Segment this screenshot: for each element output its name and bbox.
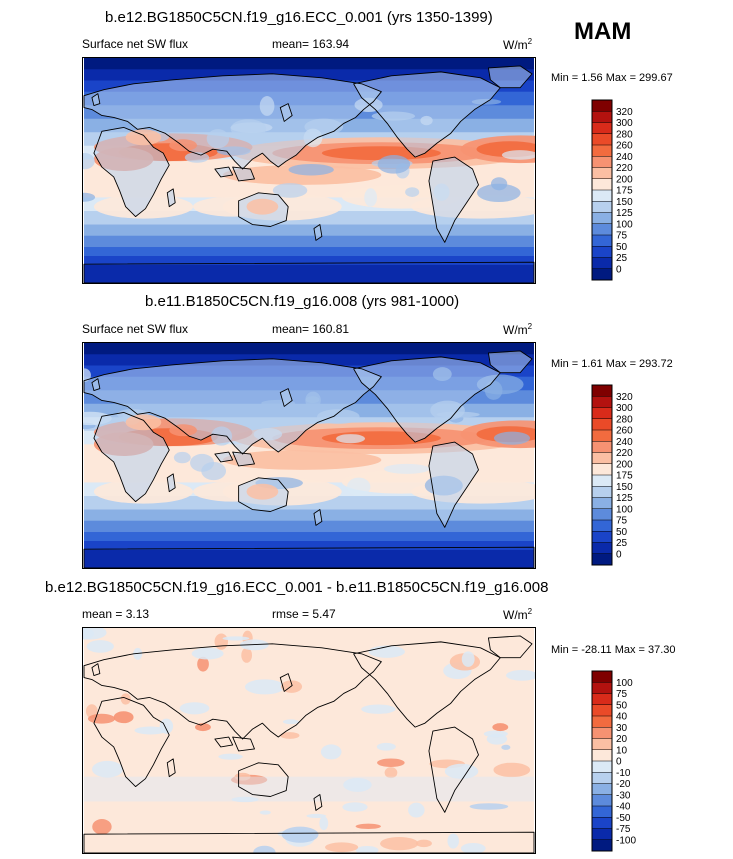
colorbar-tick-label: 280 bbox=[616, 129, 633, 140]
colorbar-tick-label: 20 bbox=[616, 734, 628, 745]
panel-2-variable: Surface net SW flux bbox=[82, 322, 189, 336]
colorbar-tick-label: 100 bbox=[616, 678, 633, 689]
colorbar-tick-label: 10 bbox=[616, 745, 628, 756]
colorbar-tick-label: 320 bbox=[616, 107, 633, 118]
colorbar-tick-label: 50 bbox=[616, 700, 628, 711]
colorbar-tick-label: -75 bbox=[616, 824, 631, 835]
panel-3-mean: mean = 3.13 bbox=[82, 607, 150, 621]
colorbar-tick-label: 0 bbox=[616, 549, 622, 560]
colorbar-tick-label: 75 bbox=[616, 231, 628, 242]
colorbar-tick-label: 30 bbox=[616, 723, 628, 734]
panel-2-units: W/m2 bbox=[503, 322, 533, 337]
panel-3-map bbox=[82, 627, 536, 854]
colorbar-tick-label: 220 bbox=[616, 163, 633, 174]
colorbar-tick-label: 0 bbox=[616, 757, 622, 768]
colorbar-tick-label: 300 bbox=[616, 403, 633, 414]
panel-1-units: W/m2 bbox=[503, 37, 533, 52]
season-label: MAM bbox=[574, 18, 632, 45]
panel-3-rmse: rmse = 5.47 bbox=[272, 607, 336, 621]
colorbar-tick-label: 240 bbox=[616, 152, 633, 163]
panel-3-minmax: Min = -28.11 Max = 37.30 bbox=[551, 644, 676, 656]
colorbar-tick-label: 25 bbox=[616, 253, 628, 264]
colorbar-tick-label: 260 bbox=[616, 141, 633, 152]
colorbar-tick-label: 200 bbox=[616, 459, 633, 470]
colorbar-tick-label: 300 bbox=[616, 118, 633, 129]
colorbar-tick-label: 40 bbox=[616, 712, 628, 723]
colorbar-tick-label: 100 bbox=[616, 219, 633, 230]
panel-1-variable: Surface net SW flux bbox=[82, 37, 189, 51]
panel-2-mean: mean= 160.81 bbox=[272, 322, 350, 336]
colorbar-tick-label: -30 bbox=[616, 790, 631, 801]
colorbar-tick-label: -20 bbox=[616, 779, 631, 790]
colorbar-tick-label: -100 bbox=[616, 835, 636, 846]
colorbar-tick-label: 150 bbox=[616, 197, 633, 208]
panel-2-title: b.e11.B1850C5CN.f19_g16.008 (yrs 981-100… bbox=[145, 293, 460, 310]
colorbar-tick-label: 260 bbox=[616, 426, 633, 437]
panel-3-units: W/m2 bbox=[503, 607, 533, 622]
panel-3-title: b.e12.BG1850C5CN.f19_g16.ECC_0.001 - b.e… bbox=[45, 579, 549, 596]
panel-1-minmax: Min = 1.56 Max = 299.67 bbox=[551, 72, 673, 84]
colorbar-tick-label: 150 bbox=[616, 482, 633, 493]
colorbar-tick-label: 100 bbox=[616, 504, 633, 515]
colorbar-tick-label: 125 bbox=[616, 493, 633, 504]
panel-1-title: b.e12.BG1850C5CN.f19_g16.ECC_0.001 (yrs … bbox=[105, 9, 493, 26]
colorbar-tick-label: 75 bbox=[616, 516, 628, 527]
colorbar-tick-label: 320 bbox=[616, 392, 633, 403]
panel-2-minmax: Min = 1.61 Max = 293.72 bbox=[551, 358, 673, 370]
panel-2-map bbox=[82, 342, 536, 569]
colorbar-tick-label: 25 bbox=[616, 538, 628, 549]
colorbar-tick-label: 175 bbox=[616, 186, 633, 197]
colorbar-tick-label: 220 bbox=[616, 448, 633, 459]
colorbar-tick-label: 50 bbox=[616, 242, 628, 253]
colorbar-tick-label: 200 bbox=[616, 174, 633, 185]
colorbar-tick-label: 75 bbox=[616, 689, 628, 700]
colorbar-tick-label: 280 bbox=[616, 414, 633, 425]
colorbar-tick-label: 125 bbox=[616, 208, 633, 219]
colorbar-tick-label: 240 bbox=[616, 437, 633, 448]
colorbar-tick-label: 0 bbox=[616, 264, 622, 275]
panel-1-mean: mean= 163.94 bbox=[272, 37, 350, 51]
colorbar-tick-label: 50 bbox=[616, 527, 628, 538]
colorbar-tick-label: -50 bbox=[616, 813, 631, 824]
colorbar-tick-label: 175 bbox=[616, 471, 633, 482]
colorbar-tick-label: -40 bbox=[616, 802, 631, 813]
panel-1-map bbox=[82, 57, 536, 284]
colorbar-tick-label: -10 bbox=[616, 768, 631, 779]
